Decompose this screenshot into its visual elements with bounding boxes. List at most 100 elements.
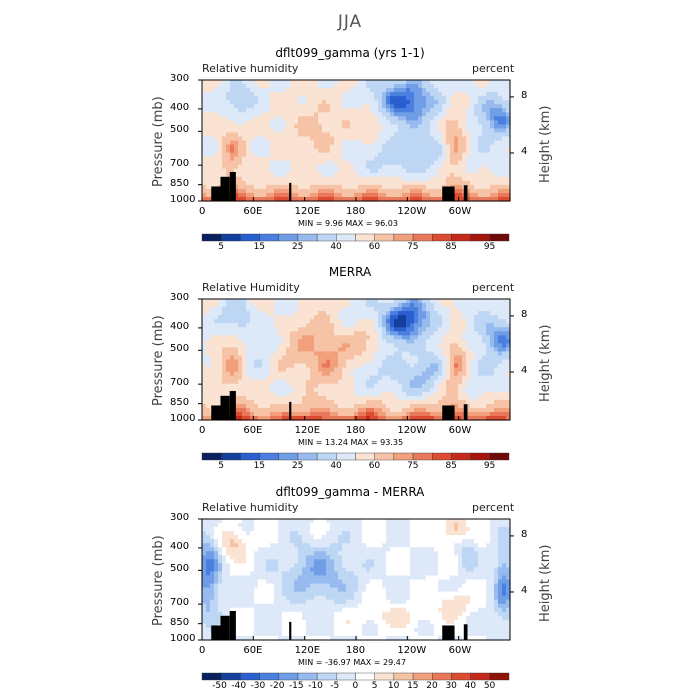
heat-cell <box>326 411 331 417</box>
heat-cell <box>294 100 299 105</box>
heat-cell <box>506 299 511 304</box>
heat-cell <box>482 319 487 324</box>
heat-cell <box>250 403 255 409</box>
heat-cell <box>250 323 255 328</box>
heat-cell <box>426 152 431 158</box>
heat-cell <box>218 335 223 340</box>
heat-cell <box>494 128 499 134</box>
heat-cell <box>494 335 499 340</box>
heat-cell <box>234 535 239 540</box>
heat-cell <box>262 367 267 373</box>
heat-cell <box>298 132 303 138</box>
heat-cell <box>266 180 271 186</box>
heat-cell <box>414 108 419 113</box>
heat-cell <box>342 128 347 134</box>
heat-cell <box>270 172 275 178</box>
heat-cell <box>278 176 283 182</box>
heat-cell <box>254 415 259 421</box>
heat-cell <box>254 411 259 417</box>
heat-cell <box>426 379 431 385</box>
heat-cell <box>454 367 459 373</box>
heat-cell <box>202 379 207 385</box>
heat-cell <box>322 196 327 202</box>
heat-cell <box>406 411 411 417</box>
heat-cell <box>278 307 283 312</box>
heat-cell <box>474 88 479 93</box>
heat-cell <box>330 403 335 409</box>
heat-cell <box>430 152 435 158</box>
heat-cell <box>466 96 471 101</box>
heat-cell <box>374 112 379 117</box>
heat-cell <box>310 132 315 138</box>
heat-cell <box>250 88 255 93</box>
heat-cell <box>310 136 315 142</box>
heat-cell <box>246 180 251 186</box>
heat-cell <box>254 116 259 121</box>
heat-cell <box>310 307 315 312</box>
heat-cell <box>402 176 407 182</box>
heat-cell <box>438 407 443 413</box>
heat-cell <box>294 379 299 385</box>
heat-cell <box>394 164 399 170</box>
heat-cell <box>214 371 219 377</box>
heat-cell <box>218 391 223 397</box>
heat-cell <box>334 188 339 194</box>
heat-cell <box>438 80 443 85</box>
heat-cell <box>306 96 311 101</box>
heat-cell <box>458 315 463 320</box>
heat-cell <box>402 323 407 328</box>
heat-cell <box>310 144 315 150</box>
heat-cell <box>382 188 387 194</box>
heat-cell <box>342 104 347 109</box>
heat-cell <box>390 88 395 93</box>
heat-cell <box>474 411 479 417</box>
heat-cell <box>426 96 431 101</box>
heat-cell <box>414 407 419 413</box>
heat-cell <box>246 315 251 320</box>
heat-cell <box>310 180 315 186</box>
colorbar-cell <box>259 452 279 461</box>
heat-cell <box>422 112 427 117</box>
heat-cell <box>274 180 279 186</box>
heat-cell <box>210 164 215 170</box>
heat-cell <box>402 351 407 357</box>
heat-cell <box>258 188 263 194</box>
heat-cell <box>390 299 395 304</box>
heat-cell <box>298 351 303 357</box>
heat-cell <box>318 411 323 417</box>
heat-cell <box>318 407 323 413</box>
heat-cell <box>414 327 419 332</box>
heat-cell <box>210 391 215 397</box>
heat-cell <box>210 84 215 89</box>
heat-cell <box>294 411 299 417</box>
heat-cell <box>226 343 231 348</box>
heat-cell <box>410 307 415 312</box>
heat-cell <box>214 315 219 320</box>
heat-cell <box>378 192 383 198</box>
heat-cell <box>222 112 227 117</box>
heat-cell <box>318 164 323 170</box>
heat-cell <box>246 176 251 182</box>
heat-cell <box>462 363 467 369</box>
heat-cell <box>390 172 395 178</box>
heat-cell <box>306 168 311 174</box>
heat-cell <box>286 387 291 393</box>
heat-cell <box>254 180 259 186</box>
heat-cell <box>294 371 299 377</box>
heat-cell <box>270 319 275 324</box>
heat-cell <box>494 399 499 405</box>
heat-cell <box>234 124 239 129</box>
heat-cell <box>326 299 331 304</box>
heat-cell <box>486 379 491 385</box>
heat-cell <box>306 375 311 381</box>
heat-cell <box>314 335 319 340</box>
heat-cell <box>506 399 511 405</box>
heat-cell <box>294 148 299 154</box>
heat-cell <box>238 124 243 129</box>
heat-cell <box>310 363 315 369</box>
heat-cell <box>234 188 239 194</box>
heat-cell <box>454 180 459 186</box>
heat-cell <box>342 100 347 105</box>
heat-cell <box>274 327 279 332</box>
heat-cell <box>306 80 311 85</box>
